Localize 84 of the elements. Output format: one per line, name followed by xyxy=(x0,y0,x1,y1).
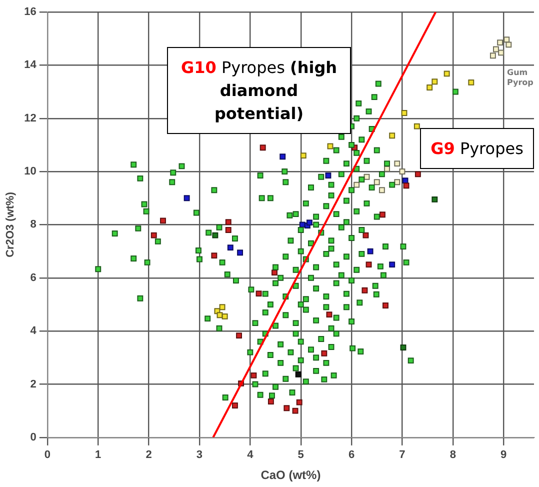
point xyxy=(150,232,157,238)
y-tick-label: 16 xyxy=(24,6,36,18)
point xyxy=(403,182,410,189)
point xyxy=(296,399,302,406)
point xyxy=(268,398,274,404)
point xyxy=(306,220,312,226)
x-tick-label: 1 xyxy=(95,449,102,462)
point xyxy=(394,160,400,167)
x-tick-label: 5 xyxy=(298,449,304,462)
point xyxy=(236,332,242,339)
point xyxy=(444,70,450,77)
x-tick-label: 9 xyxy=(500,449,507,462)
point xyxy=(498,50,504,56)
point xyxy=(379,212,386,218)
y-tick-label: 6 xyxy=(30,272,36,284)
x-tick-label: 0 xyxy=(44,449,50,462)
point xyxy=(490,52,496,59)
point xyxy=(493,46,499,52)
point xyxy=(366,262,372,268)
x-tick-label: 6 xyxy=(348,449,355,462)
point xyxy=(211,252,218,259)
point xyxy=(364,174,370,180)
point xyxy=(232,402,238,408)
point xyxy=(468,79,474,86)
point xyxy=(504,36,510,43)
point xyxy=(426,84,433,90)
y-tick-label: 10 xyxy=(24,166,36,178)
point xyxy=(399,168,406,174)
point xyxy=(414,123,420,130)
point xyxy=(256,290,262,297)
x-axis-title: CaO (wt%) xyxy=(260,468,321,482)
y-tick-label: 2 xyxy=(30,378,36,390)
x-tick-label: 2 xyxy=(146,449,152,462)
point xyxy=(160,218,166,224)
point xyxy=(260,144,266,151)
y-axis-title: Cr2O3 (wt%) xyxy=(4,192,17,258)
x-tick-label: 8 xyxy=(450,449,456,462)
x-tick-label: 3 xyxy=(196,449,203,462)
point xyxy=(300,152,306,159)
y-tick-label: 0 xyxy=(30,431,36,444)
y-tick-label: 4 xyxy=(30,325,38,338)
y-tick-label: 14 xyxy=(24,59,38,72)
x-tick-label: 4 xyxy=(247,449,254,462)
point xyxy=(394,179,400,186)
y-tick-label: 12 xyxy=(24,112,36,124)
point xyxy=(225,219,232,226)
annotation: G9 Pyropes xyxy=(430,139,524,158)
point xyxy=(280,154,286,160)
point xyxy=(384,166,390,172)
annotation: G10 Pyropes (high diamond potential) xyxy=(180,58,338,123)
point xyxy=(227,244,234,251)
point xyxy=(272,270,278,276)
point xyxy=(414,171,421,178)
point xyxy=(326,312,332,318)
point xyxy=(325,172,332,178)
point xyxy=(212,232,218,238)
point xyxy=(284,405,290,412)
point xyxy=(292,408,298,414)
y-tick-label: 8 xyxy=(30,218,36,231)
point xyxy=(506,42,512,48)
point xyxy=(378,187,385,194)
point xyxy=(432,196,438,202)
point xyxy=(219,304,226,310)
x-tick-label: 7 xyxy=(399,449,406,462)
point xyxy=(184,195,190,202)
point xyxy=(389,132,396,139)
point xyxy=(400,344,406,351)
point xyxy=(432,78,438,85)
point xyxy=(354,182,360,188)
point xyxy=(237,250,244,256)
point xyxy=(367,248,374,254)
point xyxy=(389,262,396,268)
note: Gum Pyrop xyxy=(507,68,534,88)
point xyxy=(497,40,504,46)
point xyxy=(362,232,369,238)
point xyxy=(222,313,228,320)
point xyxy=(250,372,257,378)
point xyxy=(225,227,232,233)
point xyxy=(374,179,380,186)
point xyxy=(401,110,408,116)
point xyxy=(321,350,328,356)
point xyxy=(362,287,368,294)
point xyxy=(295,371,302,378)
point xyxy=(382,302,388,308)
